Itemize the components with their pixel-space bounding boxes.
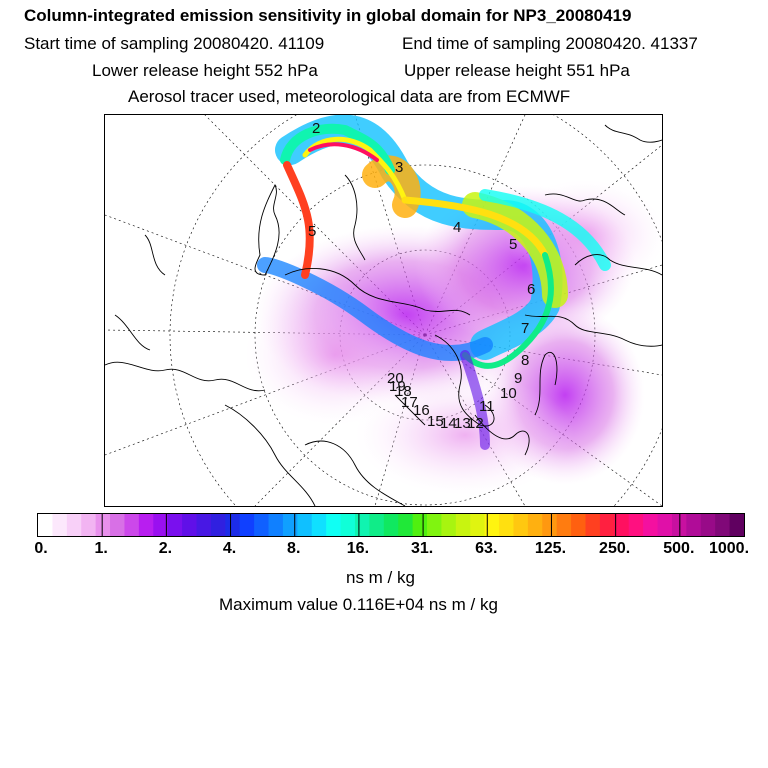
day-marker-label: 4 <box>453 219 461 236</box>
colorbar-swatch <box>268 514 284 536</box>
colorbar-tick-label: 125. <box>534 540 567 557</box>
colorbar-tick-label: 4. <box>222 540 237 557</box>
colorbar-swatch <box>412 514 428 536</box>
day-marker-label: 5 <box>308 223 316 240</box>
colorbar-swatch <box>66 514 82 536</box>
day-marker-label: 12 <box>467 415 484 432</box>
colorbar-swatch <box>455 514 471 536</box>
colorbar-swatch <box>657 514 673 536</box>
colorbar-tick-label: 500. <box>663 540 695 557</box>
colorbar-tick-label: 1000. <box>708 540 750 557</box>
colorbar-swatch <box>571 514 587 536</box>
colorbar-tick-label: 31. <box>410 540 434 557</box>
colorbar-swatch <box>441 514 457 536</box>
colorbar-swatch <box>340 514 356 536</box>
colorbar-swatch <box>95 514 111 536</box>
colorbar-swatch <box>527 514 543 536</box>
colorbar-swatch <box>513 514 529 536</box>
colorbar-swatch <box>700 514 716 536</box>
colorbar-swatch <box>398 514 414 536</box>
colorbar-swatch <box>326 514 342 536</box>
colorbar-swatch <box>599 514 615 536</box>
colorbar-tick-label: 1. <box>94 540 108 557</box>
day-marker-label: 17 <box>401 394 418 411</box>
maximum-value-label: Maximum value 0.116E+04 ns m / kg <box>219 595 498 614</box>
day-marker-label: 6 <box>527 281 535 298</box>
day-marker-label: 14 <box>440 415 457 432</box>
colorbar-swatch <box>110 514 126 536</box>
colorbar-tick-label: 63. <box>475 540 498 557</box>
colorbar-tick-label: 2. <box>158 540 173 557</box>
colorbar-swatch <box>225 514 241 536</box>
colorbar-swatch <box>354 514 370 536</box>
upper-release-height-label: Upper release height 551 hPa <box>404 61 630 80</box>
colorbar-tick-label: 250. <box>599 540 631 557</box>
sensitivity-map: 2 3 4 5 5 6 7 8 9 10 11 12 13 14 15 16 17 18 19 20 <box>104 114 663 507</box>
colorbar-swatch <box>38 514 54 536</box>
lower-release-height-label: Lower release height 552 hPa <box>92 61 318 80</box>
colorbar-unit: ns m / kg <box>346 568 415 587</box>
colorbar-swatch <box>686 514 702 536</box>
colorbar-tick-label: 0. <box>34 540 48 557</box>
colorbar-swatch <box>167 514 183 536</box>
colorbar-swatch <box>383 514 399 536</box>
day-marker-label: 5 <box>509 236 517 253</box>
day-marker-label: 2 <box>312 120 320 137</box>
day-marker-label: 15 <box>427 413 444 430</box>
colorbar-swatch <box>196 514 212 536</box>
colorbar-swatch <box>153 514 169 536</box>
colorbar-swatch <box>138 514 154 536</box>
start-time-label: Start time of sampling 20080420. 41109 <box>24 34 325 53</box>
plume-bands <box>257 115 611 450</box>
colorbar-swatch <box>427 514 443 536</box>
chart-title: Column-integrated emission sensitivity i… <box>24 6 632 25</box>
colorbar-swatch <box>81 514 97 536</box>
colorbar-swatch <box>297 514 313 536</box>
day-marker-label: 11 <box>479 398 495 415</box>
colorbar-swatch <box>282 514 298 536</box>
colorbar-swatch <box>585 514 601 536</box>
day-marker-label: 16 <box>413 402 430 419</box>
day-marker-label: 10 <box>500 385 517 402</box>
day-marker-label: 18 <box>395 383 412 400</box>
colorbar-swatch <box>52 514 68 536</box>
colorbar-swatch <box>182 514 198 536</box>
colorbar-swatch <box>369 514 385 536</box>
colorbar-swatch <box>484 514 500 536</box>
colorbar-swatch <box>542 514 558 536</box>
colorbar-swatch <box>556 514 572 536</box>
colorbar-swatch <box>311 514 327 536</box>
colorbar-swatch <box>614 514 630 536</box>
colorbar-swatch <box>729 514 744 536</box>
colorbar-swatch <box>210 514 226 536</box>
colorbar-swatch <box>124 514 140 536</box>
day-marker-label: 3 <box>395 159 403 176</box>
colorbar <box>37 513 745 537</box>
colorbar-swatch <box>499 514 515 536</box>
end-time-label: End time of sampling 20080420. 41337 <box>402 34 698 53</box>
day-marker-label: 8 <box>521 352 529 369</box>
colorbar-swatch <box>643 514 659 536</box>
colorbar-swatch <box>254 514 270 536</box>
tracer-note: Aerosol tracer used, meteorological data… <box>128 87 571 106</box>
colorbar-tick-label: 8. <box>287 540 301 557</box>
day-marker-label: 9 <box>514 370 522 387</box>
colorbar-swatch <box>628 514 644 536</box>
colorbar-swatch <box>239 514 255 536</box>
colorbar-tick-label: 16. <box>346 540 370 557</box>
colorbar-swatch <box>715 514 731 536</box>
colorbar-swatch <box>470 514 486 536</box>
day-marker-label: 19 <box>389 378 406 395</box>
day-marker-label: 20 <box>387 370 404 387</box>
day-marker-label: 7 <box>521 320 529 337</box>
day-marker-label: 13 <box>454 415 471 432</box>
coastlines <box>105 124 662 506</box>
